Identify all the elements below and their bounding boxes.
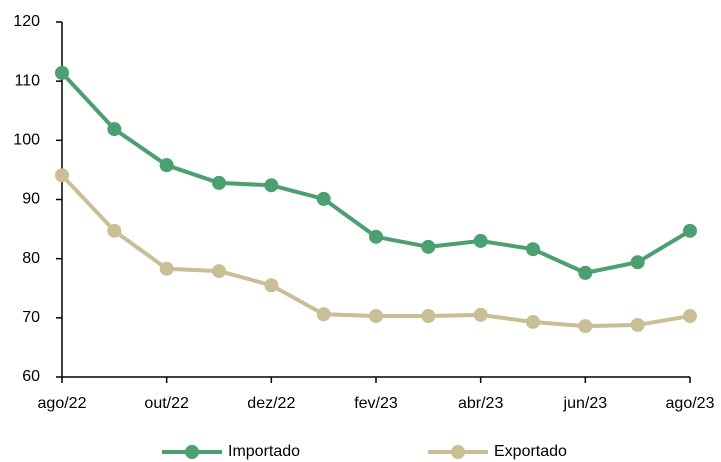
- x-tick-label: fev/23: [354, 395, 398, 412]
- x-tick-label: abr/23: [458, 395, 503, 412]
- data-point: [473, 233, 488, 248]
- data-point: [473, 307, 488, 322]
- data-point: [159, 158, 174, 173]
- data-point: [369, 229, 383, 244]
- data-point: [369, 309, 383, 324]
- data-point: [421, 239, 436, 254]
- data-point: [683, 309, 697, 324]
- y-tick-label: 120: [13, 13, 40, 30]
- legend-marker: [451, 445, 465, 459]
- data-point: [212, 264, 226, 279]
- data-point: [526, 314, 540, 329]
- data-point: [526, 242, 540, 257]
- data-point: [159, 261, 174, 276]
- y-tick-label: 90: [22, 191, 40, 208]
- data-point: [630, 255, 645, 270]
- y-tick-label: 70: [22, 309, 40, 326]
- series-line: [60, 173, 691, 329]
- x-tick-label: out/22: [144, 395, 189, 412]
- data-point: [578, 265, 593, 280]
- data-point: [264, 178, 279, 193]
- x-tick-label: ago/23: [666, 395, 715, 412]
- data-point: [264, 278, 279, 293]
- data-point: [316, 307, 331, 322]
- y-tick-label: 110: [14, 72, 40, 89]
- x-tick-label: dez/22: [247, 395, 295, 412]
- data-point: [55, 65, 69, 80]
- x-tick-label: ago/22: [38, 395, 87, 412]
- data-point: [55, 168, 69, 183]
- data-point: [578, 319, 593, 334]
- y-tick-label: 60: [22, 368, 40, 385]
- data-point: [683, 223, 697, 238]
- data-point: [212, 175, 226, 190]
- data-point: [630, 317, 645, 332]
- legend-label: Exportado: [494, 443, 567, 460]
- data-point: [107, 223, 122, 238]
- y-tick-label: 100: [13, 132, 40, 149]
- data-point: [316, 191, 331, 206]
- y-tick-label: 80: [22, 250, 40, 267]
- x-tick-label: jun/23: [563, 395, 608, 412]
- data-point: [107, 122, 122, 137]
- data-point: [421, 309, 436, 324]
- legend-marker: [185, 445, 199, 459]
- legend-label: Importado: [228, 443, 300, 460]
